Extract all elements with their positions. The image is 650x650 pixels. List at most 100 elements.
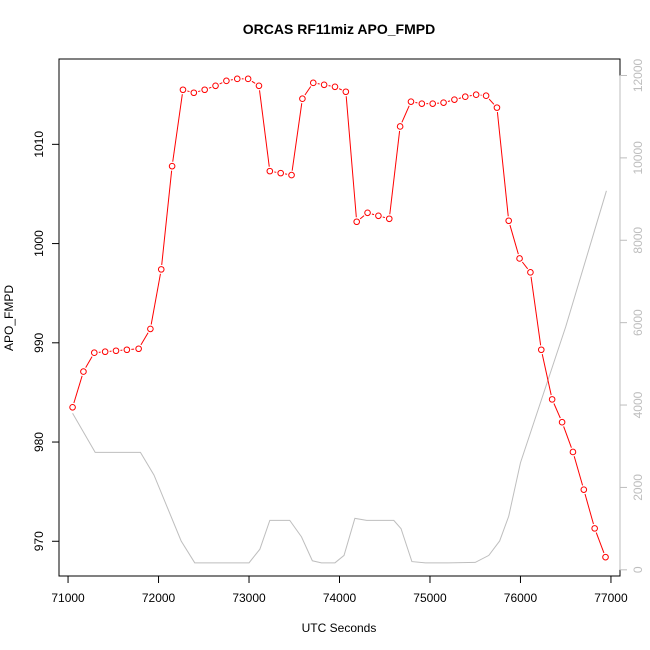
x-tick-label: 73000 <box>232 591 266 605</box>
data-point <box>375 212 382 220</box>
data-point <box>527 269 534 276</box>
series-segment <box>573 456 584 486</box>
y-tick-label: 970 <box>32 531 46 551</box>
y2-axis: 0 2000 4000 6000 8000 10000 12000 <box>619 58 645 573</box>
data-point <box>385 215 393 223</box>
primary-series-points <box>69 75 609 561</box>
series-segment <box>187 90 190 93</box>
series-segment <box>345 96 357 218</box>
data-point <box>309 79 317 87</box>
plot-frame <box>58 58 621 577</box>
data-point <box>288 171 295 179</box>
data-point <box>69 404 76 411</box>
series-segment <box>259 90 270 167</box>
y-tick-label: 1010 <box>32 131 46 158</box>
data-point <box>342 88 350 96</box>
data-point <box>90 349 98 357</box>
secondary-series-line <box>72 190 607 564</box>
y-axis: 970 980 990 1000 1010 <box>32 131 60 551</box>
data-point <box>472 91 480 99</box>
x-axis: 71000 72000 73000 74000 75000 76000 77000 <box>51 575 628 605</box>
series-segment <box>595 532 605 554</box>
data-point <box>602 553 609 561</box>
series-segment <box>389 130 401 215</box>
y2-tick-label: 6000 <box>631 309 645 336</box>
series-segment <box>401 105 410 123</box>
data-point <box>396 123 404 130</box>
series-segment <box>304 86 312 96</box>
series-segment <box>338 88 342 91</box>
series-segment <box>219 82 223 85</box>
data-point <box>407 98 415 105</box>
data-point <box>101 348 109 356</box>
y2-tick-label: 10000 <box>631 141 645 175</box>
series-segment <box>161 170 173 265</box>
y2-tick-label: 2000 <box>631 474 645 501</box>
y-tick-label: 1000 <box>32 230 46 257</box>
data-point <box>266 167 274 175</box>
x-axis-label: UTC Seconds <box>302 621 377 635</box>
data-point <box>201 86 208 94</box>
data-point <box>212 82 219 90</box>
data-point <box>591 525 598 532</box>
x-tick-label: 77000 <box>594 591 628 605</box>
y2-tick-label: 0 <box>631 566 645 573</box>
series-segment <box>73 375 83 404</box>
x-tick-label: 76000 <box>504 591 538 605</box>
data-point <box>364 209 371 217</box>
data-point <box>190 89 198 97</box>
series-segment <box>553 403 561 419</box>
series-segment <box>488 98 495 105</box>
series-segment <box>382 216 386 219</box>
data-point <box>244 75 252 83</box>
secondary-series <box>72 190 607 564</box>
series-segment <box>563 426 572 448</box>
primary-series-line <box>73 78 605 554</box>
data-point <box>429 100 436 107</box>
series-segment <box>198 90 201 93</box>
data-point <box>299 95 306 102</box>
data-point <box>233 75 241 83</box>
data-point <box>440 99 447 106</box>
series-segment <box>541 354 552 396</box>
data-point <box>493 104 501 111</box>
series-segment <box>208 86 212 89</box>
y2-tick-label: 4000 <box>631 391 645 418</box>
data-point <box>331 83 339 91</box>
data-point <box>123 346 131 354</box>
y2-tick-label: 8000 <box>631 227 645 254</box>
data-point <box>353 218 360 226</box>
y2-tick-label: 12000 <box>631 58 645 92</box>
y-tick-label: 990 <box>32 332 46 352</box>
data-point <box>451 96 458 103</box>
x-tick-label: 74000 <box>323 591 357 605</box>
data-point <box>179 86 187 94</box>
x-tick-label: 75000 <box>413 591 447 605</box>
data-point <box>320 81 328 89</box>
series-segment <box>140 332 149 346</box>
data-point <box>135 345 142 353</box>
series-segment <box>521 261 529 270</box>
data-point <box>112 347 120 355</box>
data-point <box>569 448 577 456</box>
data-point <box>277 169 284 177</box>
series-segment <box>458 97 462 99</box>
data-point <box>537 346 545 354</box>
data-point <box>548 396 556 403</box>
x-tick-label: 71000 <box>51 591 85 605</box>
data-point <box>418 100 426 107</box>
series-segment <box>509 224 519 255</box>
data-point <box>80 368 87 375</box>
series-segment <box>172 94 183 162</box>
data-point <box>461 93 469 101</box>
series-segment <box>496 112 509 217</box>
series-segment <box>530 276 542 346</box>
series-segment <box>291 103 303 171</box>
series-segment <box>251 80 256 84</box>
data-point <box>255 82 263 90</box>
data-point <box>505 217 513 225</box>
series-segment <box>447 100 451 102</box>
y-axis-label: APO_FMPD <box>2 285 16 351</box>
series-segment <box>584 493 594 525</box>
